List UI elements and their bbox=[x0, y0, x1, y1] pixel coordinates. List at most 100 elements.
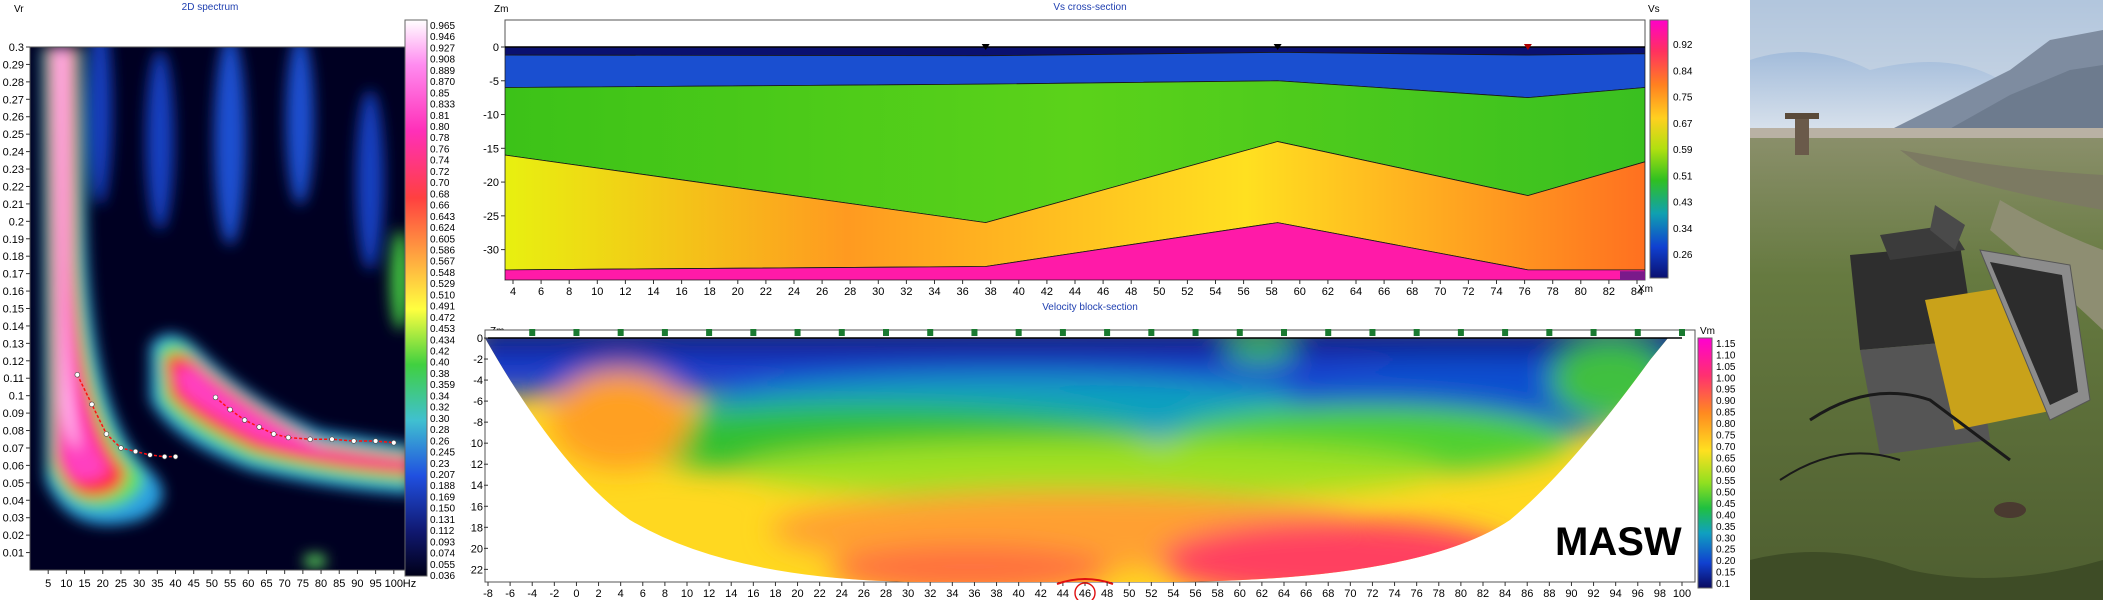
geophone-marker bbox=[927, 329, 934, 336]
block-x-tick: 40 bbox=[1013, 588, 1025, 600]
spectrum-colorbar-tick: 0.131 bbox=[430, 515, 455, 526]
geophone-marker bbox=[1369, 329, 1376, 336]
block-x-tick: 26 bbox=[858, 588, 870, 600]
spectrum-pick-point bbox=[241, 417, 248, 423]
spectrum-colorbar-tick: 0.78 bbox=[430, 133, 450, 144]
vs-colorbar-tick: 0.59 bbox=[1673, 145, 1693, 156]
vs-x-tick: 76 bbox=[1518, 286, 1530, 298]
block-x-tick: 100 bbox=[1673, 588, 1691, 600]
spectrum-pick-point bbox=[329, 436, 335, 442]
spectrum-colorbar-tick: 0.036 bbox=[430, 571, 455, 582]
block-x-tick: 58 bbox=[1212, 588, 1224, 600]
spectrum-x-tick: 70 bbox=[279, 578, 291, 590]
spectrum-colorbar-tick: 0.112 bbox=[430, 526, 455, 537]
block-x-tick: 10 bbox=[681, 588, 693, 600]
vs-marker bbox=[1523, 44, 1532, 50]
block-x-tick: 32 bbox=[924, 588, 936, 600]
vs-x-tick: 12 bbox=[619, 286, 631, 298]
geophone-marker bbox=[706, 329, 713, 336]
spectrum-colorbar-tick: 0.40 bbox=[430, 358, 450, 369]
block-x-tick: 8 bbox=[662, 588, 668, 600]
vs-x-tick: 42 bbox=[1041, 286, 1053, 298]
spectrum-colorbar-tick: 0.32 bbox=[430, 403, 450, 414]
block-colorbar-tick: 0.75 bbox=[1716, 430, 1736, 441]
vs-x-tick: 10 bbox=[591, 286, 603, 298]
block-y-tick: -4 bbox=[473, 375, 483, 387]
spectrum-x-tick: 95 bbox=[369, 578, 381, 590]
block-x-tick: 6 bbox=[640, 588, 646, 600]
geophone-marker bbox=[1634, 329, 1641, 336]
block-y-tick: -20 bbox=[470, 543, 483, 555]
block-colorbar-tick: 0.35 bbox=[1716, 522, 1736, 533]
vs-x-tick: 56 bbox=[1237, 286, 1249, 298]
block-colorbar-tick: 1.00 bbox=[1716, 373, 1736, 384]
spectrum-colorbar-tick: 0.85 bbox=[430, 88, 450, 99]
spectrum-colorbar-tick: 0.908 bbox=[430, 55, 455, 66]
spectrum-pick-point bbox=[172, 453, 179, 460]
block-x-tick: 20 bbox=[791, 588, 803, 600]
block-x-tick: 12 bbox=[703, 588, 715, 600]
block-y-tick: -2 bbox=[473, 354, 483, 366]
spectrum-colorbar-tick: 0.28 bbox=[430, 425, 450, 436]
spectrum-pick-point bbox=[212, 394, 219, 401]
block-x-tick: 38 bbox=[990, 588, 1002, 600]
spectrum-colorbar-tick: 0.946 bbox=[430, 32, 455, 43]
field-photo bbox=[1750, 0, 2103, 600]
geophone-marker bbox=[1457, 329, 1464, 336]
geophone-marker bbox=[1192, 329, 1199, 336]
spectrum-colorbar-tick: 0.30 bbox=[430, 414, 450, 425]
spectrum-ylabel: Vr bbox=[14, 4, 24, 15]
spectrum-x-tick: 35 bbox=[151, 578, 163, 590]
block-x-tick: 80 bbox=[1455, 588, 1467, 600]
vs-x-tick: 84 bbox=[1631, 286, 1643, 298]
spectrum-pick-point bbox=[118, 445, 124, 451]
spectrum-y-tick: 0.21 bbox=[3, 199, 24, 211]
vs-x-tick: 34 bbox=[928, 286, 940, 298]
spectrum-y-tick: 0.2 bbox=[9, 216, 24, 228]
block-x-tick: 30 bbox=[902, 588, 914, 600]
block-x-tick: 66 bbox=[1300, 588, 1312, 600]
vs-colorbar-tick: 0.26 bbox=[1673, 250, 1693, 261]
geophone-marker bbox=[1015, 329, 1022, 336]
vs-colorbar-tick: 0.75 bbox=[1673, 93, 1693, 104]
block-x-tick: 84 bbox=[1499, 588, 1511, 600]
highlighted-tick-arc bbox=[1056, 578, 1114, 585]
spectrum-colorbar-tick: 0.245 bbox=[430, 448, 455, 459]
geophone-marker bbox=[1325, 329, 1332, 336]
block-x-tick: 28 bbox=[880, 588, 892, 600]
block-x-tick: 34 bbox=[946, 588, 958, 600]
block-colorbar-tick: 0.25 bbox=[1716, 545, 1736, 556]
spectrum-colorbar-tick: 0.72 bbox=[430, 167, 450, 178]
block-colorbar-tick: 0.90 bbox=[1716, 396, 1736, 407]
field-photo-drawing bbox=[1750, 0, 2103, 600]
vs-x-tick: 48 bbox=[1125, 286, 1137, 298]
block-colorbar-tick: 0.1 bbox=[1716, 579, 1730, 590]
spectrum-y-tick: 0.22 bbox=[3, 181, 24, 193]
block-x-tick: 90 bbox=[1565, 588, 1577, 600]
vs-x-tick: 26 bbox=[816, 286, 828, 298]
vs-marker bbox=[981, 44, 990, 50]
block-colorbar-tick: 0.65 bbox=[1716, 453, 1736, 464]
spectrum-colorbar-tick: 0.491 bbox=[430, 302, 455, 313]
vs-layer bbox=[505, 222, 1645, 280]
spectrum-colorbar-tick: 0.472 bbox=[430, 313, 455, 324]
block-x-tick: 82 bbox=[1477, 588, 1489, 600]
spectrum-x-tick: 55 bbox=[224, 578, 236, 590]
geophone-marker bbox=[529, 329, 536, 336]
vs-x-tick: 38 bbox=[985, 286, 997, 298]
spectrum-x-tick: 85 bbox=[333, 578, 345, 590]
spectrum-x-tick: 100 bbox=[385, 578, 403, 590]
spectrum-colorbar-tick: 0.889 bbox=[430, 66, 455, 77]
spectrum-x-tick: 30 bbox=[133, 578, 145, 590]
spectrum-colorbar-tick: 0.624 bbox=[430, 223, 455, 234]
vs-x-axis: 4 6 8 10 12 14 16 18 20 22 24 26 28 30 32 34 36 38 40 42 44 4… bbox=[510, 280, 1643, 298]
spectrum-colorbar-tick: 0.80 bbox=[430, 122, 450, 133]
block-x-tick: 50 bbox=[1123, 588, 1135, 600]
vs-x-tick: 80 bbox=[1575, 286, 1587, 298]
spectrum-y-tick: 0.15 bbox=[3, 304, 24, 316]
vs-y-tick: -15 bbox=[483, 143, 499, 155]
block-x-tick: 62 bbox=[1256, 588, 1268, 600]
vs-x-tick: 66 bbox=[1378, 286, 1390, 298]
vs-x-tick: 72 bbox=[1462, 286, 1474, 298]
spectrum-colorbar-tick: 0.207 bbox=[430, 470, 455, 481]
